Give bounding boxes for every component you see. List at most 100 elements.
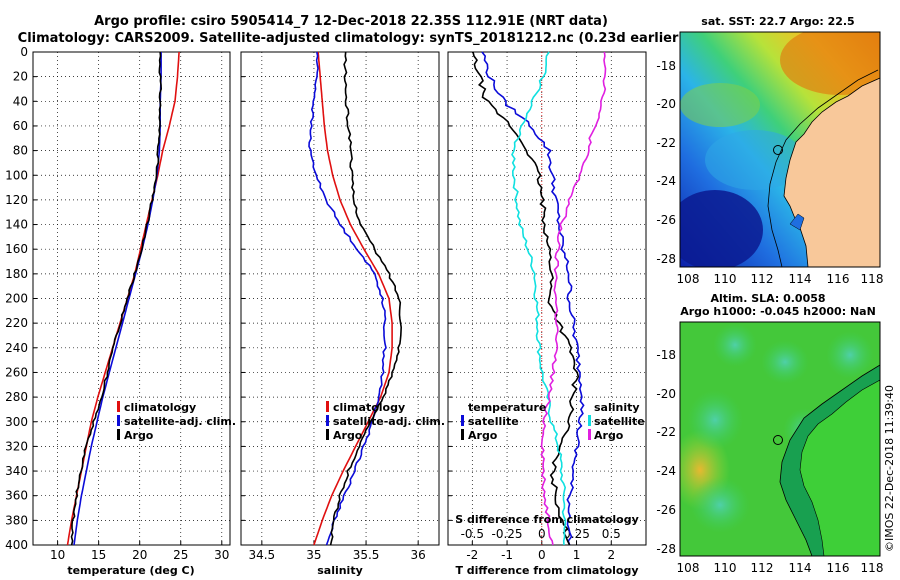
depth-tick-label: 160: [5, 242, 28, 256]
salinity-legend: climatology satellite-adj. clim. Argo: [326, 401, 445, 442]
sst-land: [783, 77, 880, 267]
sst-lon-tick: 116: [827, 272, 850, 286]
sst-map-title: sat. SST: 22.7 Argo: 22.5: [701, 15, 854, 28]
x-tick-label: 35: [306, 548, 321, 562]
sst-lon-tick: 118: [861, 272, 884, 286]
x-tick-label: -1: [501, 548, 513, 562]
sla-blob: [761, 340, 809, 384]
main-title: Argo profile: csiro 5905414_7 12-Dec-201…: [94, 14, 608, 29]
depth-tick-label: 40: [13, 94, 28, 108]
sst-lon-tick: 110: [714, 272, 737, 286]
sst-argo-marker: [773, 145, 783, 155]
sst-isobath: [767, 69, 879, 267]
series-temperature-climatology: [66, 51, 180, 546]
subtitle: Climatology: CARS2009. Satellite-adjuste…: [18, 31, 685, 46]
sst-lat-tick: -24: [656, 174, 676, 188]
sla-lat-tick: -22: [656, 425, 676, 439]
sla-lat-tick: -24: [656, 464, 676, 478]
depth-tick-label: 380: [5, 513, 28, 527]
sla-argo-marker: [773, 435, 783, 445]
legend-swatch-t-argo: [461, 429, 464, 440]
sst-lat-tick: -26: [656, 213, 676, 227]
legend-text-argo: Argo: [124, 429, 154, 442]
profile-series: [66, 51, 607, 546]
s-difference-tick-label: -0.25: [492, 527, 523, 541]
sla-title-2: Argo h1000: -0.045 h2000: NaN: [680, 305, 876, 318]
series-salinity-climatology: [313, 51, 393, 546]
series-difference-t-argo: [472, 51, 580, 546]
sst-lat-tick: -20: [656, 97, 676, 111]
legend-swatch-climatology: [326, 401, 329, 412]
depth-tick-label: 200: [5, 292, 28, 306]
sst-lat-tick: -18: [656, 59, 676, 73]
s-difference-tick-label: 0: [538, 527, 546, 541]
depth-tick-label: 320: [5, 439, 28, 453]
s-difference-tick-label: 0.5: [602, 527, 621, 541]
series-salinity-argo: [329, 51, 403, 546]
x-tick-label: 0: [538, 548, 546, 562]
depth-tick-label: 180: [5, 267, 28, 281]
x-tick-label: 10: [50, 548, 65, 562]
sla-lat-tick: -18: [656, 348, 676, 362]
difference-legend-left: temperature satellite Argo: [461, 401, 546, 442]
sla-lon-tick: 108: [677, 561, 700, 575]
sst-lon-tick: 108: [677, 272, 700, 286]
x-tick-label: 2: [607, 548, 615, 562]
sla-lat-tick: -20: [656, 387, 676, 401]
x-tick-label: 36: [411, 548, 426, 562]
legend-text-climatology: climatology: [333, 401, 405, 414]
depth-tick-label: 100: [5, 168, 28, 182]
depth-tick-label: 340: [5, 464, 28, 478]
legend-text-satellite: satellite-adj. clim.: [333, 415, 445, 428]
sst-cold-patch: [680, 190, 763, 267]
x-tick-label: 35.5: [353, 548, 380, 562]
temperature-legend: climatology satellite-adj. clim. Argo: [117, 401, 236, 442]
series-difference-s-argo: [540, 51, 607, 546]
sla-blob: [713, 323, 757, 367]
legend-swatch-satellite: [326, 415, 329, 426]
x-tick-label: 15: [91, 548, 106, 562]
x-tick-label: 30: [214, 548, 229, 562]
legend-title-salinity: salinity: [594, 401, 640, 414]
sla-lon-tick: 112: [751, 561, 774, 575]
depth-tick-label: 260: [5, 365, 28, 379]
sla-blob: [687, 390, 743, 450]
temperature-plot-frame: [32, 51, 231, 546]
sst-map: [680, 32, 880, 267]
depth-tick-label: 300: [5, 415, 28, 429]
series-difference-t-satellite: [481, 51, 585, 546]
sst-green-patch: [680, 83, 760, 127]
legend-title-temperature: temperature: [468, 401, 546, 414]
x-tick-label: 34.5: [248, 548, 275, 562]
sla-lon-tick: 116: [827, 561, 850, 575]
temperature-xlabel: temperature (deg C): [67, 564, 194, 577]
legend-text-t-satellite: satellite: [468, 415, 519, 428]
sla-blob: [690, 477, 750, 533]
sla-lat-tick: -26: [656, 503, 676, 517]
sla-land: [799, 379, 880, 556]
sst-warm-patch: [780, 32, 880, 95]
sla-map: [680, 322, 880, 556]
difference-legend-right: salinity satellite Argo: [588, 401, 645, 442]
series-temperature-argo: [70, 51, 163, 546]
legend-swatch-t-satellite: [461, 415, 464, 426]
depth-tick-label: 400: [5, 538, 28, 552]
sst-lon-tick: 114: [789, 272, 812, 286]
sla-lon-tick: 118: [861, 561, 884, 575]
depth-tick-labels: 0 20 40 60 80 100 120 140 160 180 200 220 240 260 280 3…: [5, 45, 28, 552]
legend-swatch-satellite: [117, 415, 120, 426]
depth-tick-label: 60: [13, 119, 28, 133]
legend-text-s-satellite: satellite: [594, 415, 645, 428]
difference-xlabel: T difference from climatology: [455, 564, 638, 577]
depth-tick-label: 220: [5, 316, 28, 330]
sla-lon-tick: 114: [789, 561, 812, 575]
legend-text-s-argo: Argo: [594, 429, 624, 442]
legend-text-argo: Argo: [333, 429, 363, 442]
sla-lat-tick: -28: [656, 542, 676, 556]
sst-lat-tick: -22: [656, 136, 676, 150]
salinity-xlabel: salinity: [317, 564, 363, 577]
x-tick-label: -2: [466, 548, 478, 562]
legend-text-satellite: satellite-adj. clim.: [124, 415, 236, 428]
legend-swatch-argo: [326, 429, 329, 440]
